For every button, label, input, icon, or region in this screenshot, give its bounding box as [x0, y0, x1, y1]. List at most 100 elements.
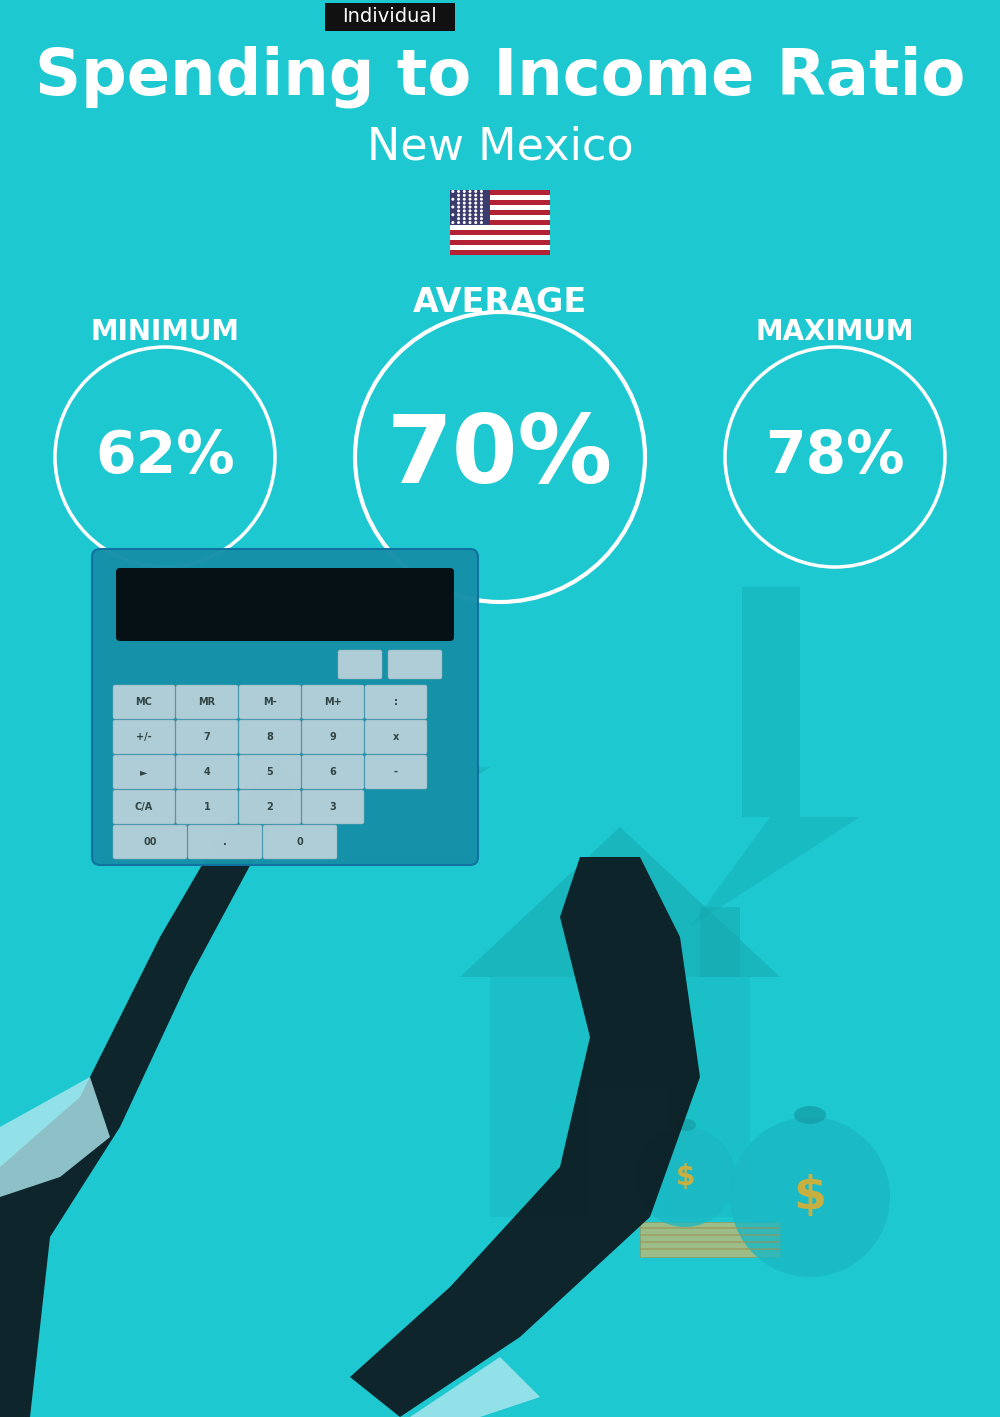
Circle shape [468, 210, 472, 213]
Circle shape [463, 205, 466, 208]
Circle shape [463, 190, 466, 193]
Polygon shape [690, 587, 860, 927]
Circle shape [474, 201, 477, 204]
Ellipse shape [674, 1119, 696, 1131]
FancyBboxPatch shape [640, 1234, 780, 1236]
FancyBboxPatch shape [113, 791, 175, 825]
Text: +/-: +/- [136, 733, 152, 743]
Circle shape [457, 190, 460, 193]
Text: MAXIMUM: MAXIMUM [756, 317, 914, 346]
Circle shape [474, 214, 477, 217]
Polygon shape [0, 1077, 110, 1197]
Circle shape [480, 190, 483, 193]
Text: 1: 1 [204, 802, 210, 812]
Circle shape [480, 210, 483, 213]
FancyBboxPatch shape [302, 791, 364, 825]
Circle shape [457, 210, 460, 213]
Polygon shape [390, 1357, 540, 1417]
Text: M+: M+ [324, 697, 342, 707]
Text: 5: 5 [267, 767, 273, 777]
Polygon shape [350, 857, 700, 1417]
Circle shape [480, 198, 483, 201]
FancyBboxPatch shape [490, 976, 750, 1217]
Circle shape [474, 198, 477, 201]
Circle shape [457, 214, 460, 217]
Text: 00: 00 [143, 837, 157, 847]
Circle shape [463, 198, 466, 201]
Text: C/A: C/A [135, 802, 153, 812]
Text: 8: 8 [267, 733, 273, 743]
Circle shape [463, 201, 466, 204]
Text: $: $ [794, 1175, 826, 1220]
Circle shape [480, 221, 483, 224]
Text: M-: M- [263, 697, 277, 707]
Text: ►: ► [140, 767, 148, 777]
FancyBboxPatch shape [176, 720, 238, 754]
FancyBboxPatch shape [450, 210, 550, 214]
Text: 78%: 78% [765, 428, 905, 486]
Text: 0: 0 [297, 837, 303, 847]
FancyBboxPatch shape [263, 825, 337, 859]
FancyBboxPatch shape [640, 1248, 780, 1250]
FancyBboxPatch shape [365, 684, 427, 718]
Circle shape [474, 217, 477, 220]
Ellipse shape [794, 1107, 826, 1124]
FancyBboxPatch shape [239, 720, 301, 754]
Text: Spending to Income Ratio: Spending to Income Ratio [35, 45, 965, 108]
Circle shape [635, 1127, 735, 1227]
Text: .: . [223, 837, 227, 847]
Circle shape [457, 205, 460, 208]
Circle shape [468, 201, 472, 204]
Text: 62%: 62% [95, 428, 235, 486]
Circle shape [480, 217, 483, 220]
Polygon shape [460, 828, 780, 976]
FancyBboxPatch shape [388, 650, 442, 679]
Circle shape [463, 221, 466, 224]
Circle shape [457, 194, 460, 197]
Circle shape [451, 205, 454, 208]
FancyBboxPatch shape [450, 190, 490, 224]
FancyBboxPatch shape [365, 755, 427, 789]
Text: $: $ [675, 1163, 695, 1192]
Circle shape [468, 190, 472, 193]
FancyBboxPatch shape [450, 190, 550, 194]
FancyBboxPatch shape [116, 568, 454, 640]
Text: :: : [394, 697, 398, 707]
FancyBboxPatch shape [188, 825, 262, 859]
FancyBboxPatch shape [450, 239, 550, 245]
Text: 6: 6 [330, 767, 336, 777]
Circle shape [480, 205, 483, 208]
FancyBboxPatch shape [640, 1221, 780, 1257]
Circle shape [468, 221, 472, 224]
FancyBboxPatch shape [92, 548, 478, 864]
FancyBboxPatch shape [239, 791, 301, 825]
Circle shape [474, 221, 477, 224]
Text: 4: 4 [204, 767, 210, 777]
FancyBboxPatch shape [302, 755, 364, 789]
Circle shape [474, 210, 477, 213]
FancyBboxPatch shape [176, 755, 238, 789]
FancyBboxPatch shape [113, 684, 175, 718]
Circle shape [457, 201, 460, 204]
FancyBboxPatch shape [450, 190, 550, 255]
FancyBboxPatch shape [113, 755, 175, 789]
FancyBboxPatch shape [113, 720, 175, 754]
Polygon shape [0, 757, 300, 1417]
Circle shape [451, 214, 454, 217]
FancyBboxPatch shape [365, 720, 427, 754]
Circle shape [468, 217, 472, 220]
Circle shape [457, 217, 460, 220]
FancyBboxPatch shape [590, 1087, 670, 1217]
FancyBboxPatch shape [450, 230, 550, 234]
Circle shape [451, 190, 454, 193]
Circle shape [480, 201, 483, 204]
Circle shape [468, 214, 472, 217]
Text: 2: 2 [267, 802, 273, 812]
Text: 70%: 70% [387, 411, 613, 503]
FancyBboxPatch shape [239, 684, 301, 718]
FancyBboxPatch shape [239, 755, 301, 789]
Circle shape [474, 194, 477, 197]
FancyBboxPatch shape [338, 650, 382, 679]
Circle shape [463, 210, 466, 213]
Circle shape [457, 198, 460, 201]
